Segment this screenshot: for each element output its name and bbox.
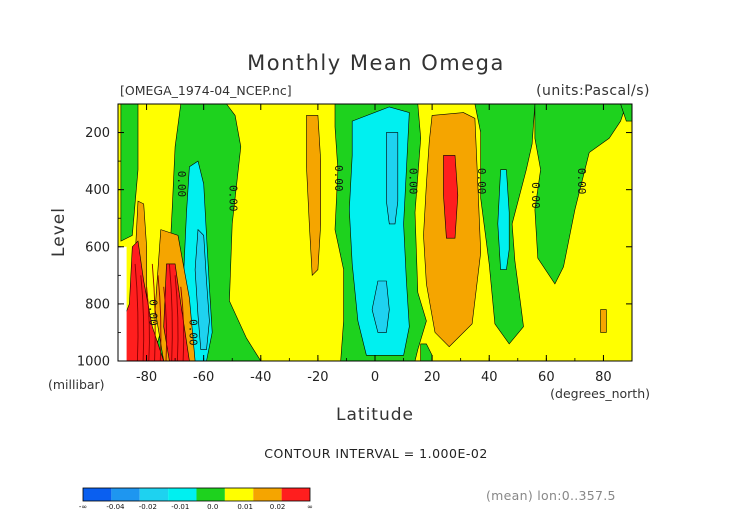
y-tick-label: 1000 xyxy=(77,355,110,370)
y-tick-label: 600 xyxy=(85,240,110,255)
x-tick-label: 80 xyxy=(595,370,612,385)
colorbar-label: -0.02 xyxy=(139,503,157,511)
contour-label: 0.00 xyxy=(332,165,345,192)
colorbar-swatch xyxy=(253,488,282,501)
dense-contour-line xyxy=(180,286,185,362)
x-tick-label: -80 xyxy=(136,370,157,385)
dense-contour-line xyxy=(134,263,139,362)
y-axis-units: (millibar) xyxy=(48,377,105,392)
colorbar: -∞ -0.04 -0.02 -0.01 0.0 0.01 0.02 ∞ xyxy=(79,487,313,511)
x-tick-label: -60 xyxy=(193,370,214,385)
x-axis-units: (degrees_north) xyxy=(550,386,650,401)
x-tick-label: -40 xyxy=(250,370,271,385)
file-label: [OMEGA_1974-04_NCEP.nc] xyxy=(120,83,292,98)
dense-contour-line xyxy=(163,286,168,362)
contour-region xyxy=(534,103,627,285)
x-tick-label: -20 xyxy=(307,370,328,385)
contour-region xyxy=(194,228,210,350)
colorbar-label: 0.0 xyxy=(207,503,218,511)
units-label: (units:Pascal/s) xyxy=(536,83,650,99)
x-tick-label: 20 xyxy=(424,370,441,385)
x-axis-title: Latitude xyxy=(336,405,414,425)
colorbar-label: ∞ xyxy=(307,503,313,511)
colorbar-swatch xyxy=(83,488,112,501)
contour-region xyxy=(497,169,510,270)
dense-contour-line xyxy=(157,275,162,362)
plot-area: 0.00 0.00 0.00 0.00 0.00 0.00 0.00 0.00 0.00 xyxy=(117,103,633,362)
colorbar-label: 0.01 xyxy=(237,503,253,511)
y-tick-label: 200 xyxy=(85,126,110,141)
contour-label: 0.00 xyxy=(575,168,588,195)
colorbar-swatch xyxy=(111,488,140,501)
colorbar-swatch xyxy=(196,488,225,501)
chart-title: Monthly Mean Omega xyxy=(247,51,505,75)
contour-label: 0.00 xyxy=(406,168,419,195)
x-tick-label: 40 xyxy=(481,370,498,385)
contour-label: 0.00 xyxy=(175,171,188,198)
contour-region xyxy=(306,115,322,276)
colorbar-frame xyxy=(82,487,311,502)
colorbar-swatch xyxy=(281,488,310,501)
contour-label: 0.00 xyxy=(226,185,239,212)
contour-region xyxy=(600,309,607,333)
colorbar-label: -∞ xyxy=(79,503,87,511)
colorbar-label: -0.01 xyxy=(171,503,189,511)
dense-contour-line xyxy=(151,263,156,362)
y-axis-title: Level xyxy=(49,207,69,257)
y-axis: 200 400 600 800 1000 xyxy=(77,103,632,370)
contour-region xyxy=(443,155,459,239)
y-tick-label: 800 xyxy=(85,297,110,312)
colorbar-label: 0.02 xyxy=(270,503,286,511)
dense-contour-line xyxy=(146,286,150,362)
colorbar-label: -0.04 xyxy=(106,503,125,511)
x-axis: -80 -60 -40 -20 0 20 40 60 80 xyxy=(117,104,633,385)
contour-label: 0.00 xyxy=(529,182,542,209)
contour-interval: CONTOUR INTERVAL = 1.000E-02 xyxy=(264,446,488,461)
contour-region xyxy=(386,132,399,225)
contour-label: 0.00 xyxy=(146,299,159,326)
mean-note: (mean) lon:0..357.5 xyxy=(486,488,616,503)
colorbar-swatch xyxy=(139,488,169,501)
dense-contour-line xyxy=(174,275,179,362)
colorbar-swatch xyxy=(168,488,197,501)
x-tick-label: 0 xyxy=(371,370,379,385)
contour-label: 0.00 xyxy=(475,168,488,195)
dense-contour-line xyxy=(168,263,173,362)
dense-contour-line xyxy=(140,275,145,362)
colorbar-swatch xyxy=(224,488,254,501)
x-tick-label: 60 xyxy=(538,370,555,385)
contour-label: 0.00 xyxy=(186,319,199,346)
contour-region xyxy=(371,280,390,333)
y-tick-label: 400 xyxy=(85,183,110,198)
